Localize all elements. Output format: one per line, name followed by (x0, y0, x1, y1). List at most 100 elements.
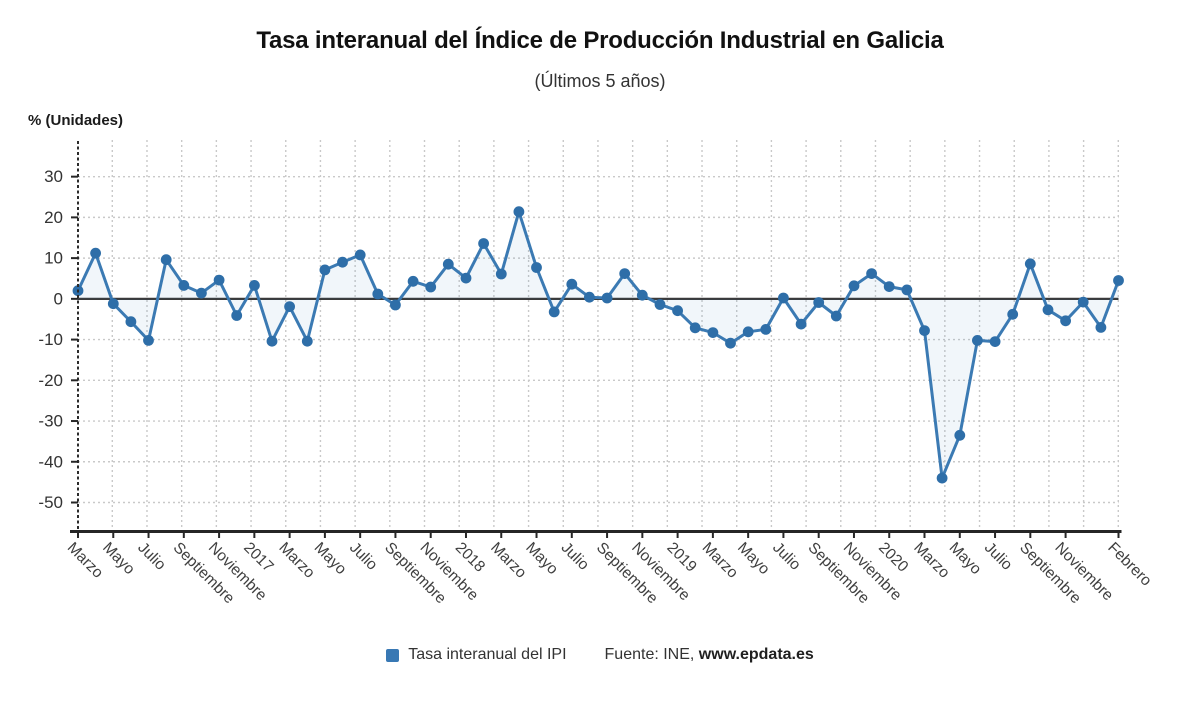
y-tick-label: -40 (38, 452, 63, 471)
x-tick-label: Julio (134, 539, 169, 574)
v-gridlines (111, 140, 1120, 531)
y-axis-title: % (Unidades) (28, 112, 124, 129)
data-point (866, 268, 877, 279)
x-tick-label: Mayo (311, 539, 350, 578)
x-tick-label: Julio (769, 539, 804, 574)
data-point (354, 249, 366, 261)
data-point (1077, 296, 1089, 308)
data-point (90, 247, 101, 259)
data-point (319, 264, 331, 276)
data-point (513, 206, 525, 218)
source-text: Fuente: INE, www.epdata.es (605, 646, 814, 664)
data-point (1024, 258, 1036, 270)
data-point (1095, 322, 1107, 333)
legend-swatch-icon (386, 648, 400, 662)
data-point (1060, 315, 1071, 327)
area-fill (78, 211, 1119, 479)
x-tick-label: Julio (981, 539, 1016, 574)
chart-title: Tasa interanual del Índice de Producción… (256, 27, 944, 54)
data-point (584, 291, 595, 303)
y-tick-labels: 30 20 10 0 -10 -20 -30 -40 -50 (38, 167, 63, 512)
data-point (601, 292, 613, 304)
data-point (919, 325, 930, 336)
y-axis (71, 141, 79, 531)
y-tick-label: 30 (44, 167, 63, 186)
x-tick-label: Marzo (487, 539, 529, 581)
data-point (143, 335, 154, 346)
data-point (301, 335, 313, 347)
data-point (548, 306, 560, 318)
x-tick-label: Mayo (99, 539, 138, 578)
data-point (125, 316, 137, 328)
data-point (196, 287, 207, 299)
data-point (989, 336, 1001, 347)
data-point (178, 280, 190, 291)
y-tick-label: -20 (38, 371, 63, 390)
y-tick-label: -50 (38, 493, 63, 512)
legend-series-label: Tasa interanual del IPI (408, 646, 567, 663)
x-tick-label: Marzo (64, 539, 106, 581)
x-tick-label: Julio (346, 539, 381, 574)
x-tick-label: Julio (558, 539, 593, 574)
data-point (460, 272, 472, 284)
data-point (760, 324, 772, 335)
data-point (337, 256, 348, 268)
data-point (495, 268, 507, 280)
data-point (107, 298, 119, 310)
data-point (231, 310, 243, 321)
data-point (249, 280, 260, 291)
data-point (830, 310, 842, 322)
data-point (284, 301, 295, 312)
data-point (901, 284, 913, 296)
data-point (1113, 275, 1124, 286)
x-tick-label: Mayo (734, 539, 773, 578)
data-point (407, 275, 419, 287)
data-point (654, 299, 666, 310)
x-axis (70, 530, 1122, 538)
data-point (742, 326, 754, 338)
data-point (954, 429, 966, 441)
data-point (707, 327, 719, 338)
data-point (672, 305, 683, 317)
data-point (725, 337, 736, 349)
y-tick-label: 20 (44, 208, 63, 227)
y-tick-label: -30 (38, 412, 63, 431)
data-point (848, 280, 860, 292)
chart-subtitle: (Últimos 5 años) (534, 71, 666, 91)
data-point (531, 262, 542, 273)
data-points (72, 206, 1124, 484)
data-point (936, 472, 948, 484)
data-point (689, 322, 701, 334)
y-tick-label: 10 (44, 249, 63, 268)
data-point (619, 268, 631, 279)
data-point (566, 278, 578, 290)
x-tick-label: Marzo (699, 539, 741, 581)
x-tick-label: Mayo (522, 539, 561, 578)
source-site: www.epdata.es (698, 646, 814, 663)
data-point (390, 299, 401, 311)
data-point (372, 288, 384, 300)
data-point (478, 238, 489, 249)
x-tick-label: Mayo (946, 539, 985, 578)
source-prefix: Fuente: INE, (604, 646, 699, 663)
data-point (1007, 308, 1019, 320)
h-gridlines (78, 175, 1119, 504)
data-point (425, 281, 437, 293)
data-point (213, 274, 225, 286)
data-point (813, 297, 825, 308)
x-tick-label: Febrero (1104, 539, 1154, 589)
x-tick-label: Marzo (275, 539, 317, 581)
series-line (76, 210, 1120, 480)
data-point (266, 335, 278, 347)
data-point (160, 254, 172, 266)
data-point (883, 281, 895, 292)
y-tick-label: -10 (38, 330, 63, 349)
y-tick-label: 0 (54, 289, 63, 308)
data-point (1042, 304, 1054, 316)
data-point (636, 289, 648, 301)
data-point (795, 318, 807, 330)
data-point (778, 292, 789, 304)
